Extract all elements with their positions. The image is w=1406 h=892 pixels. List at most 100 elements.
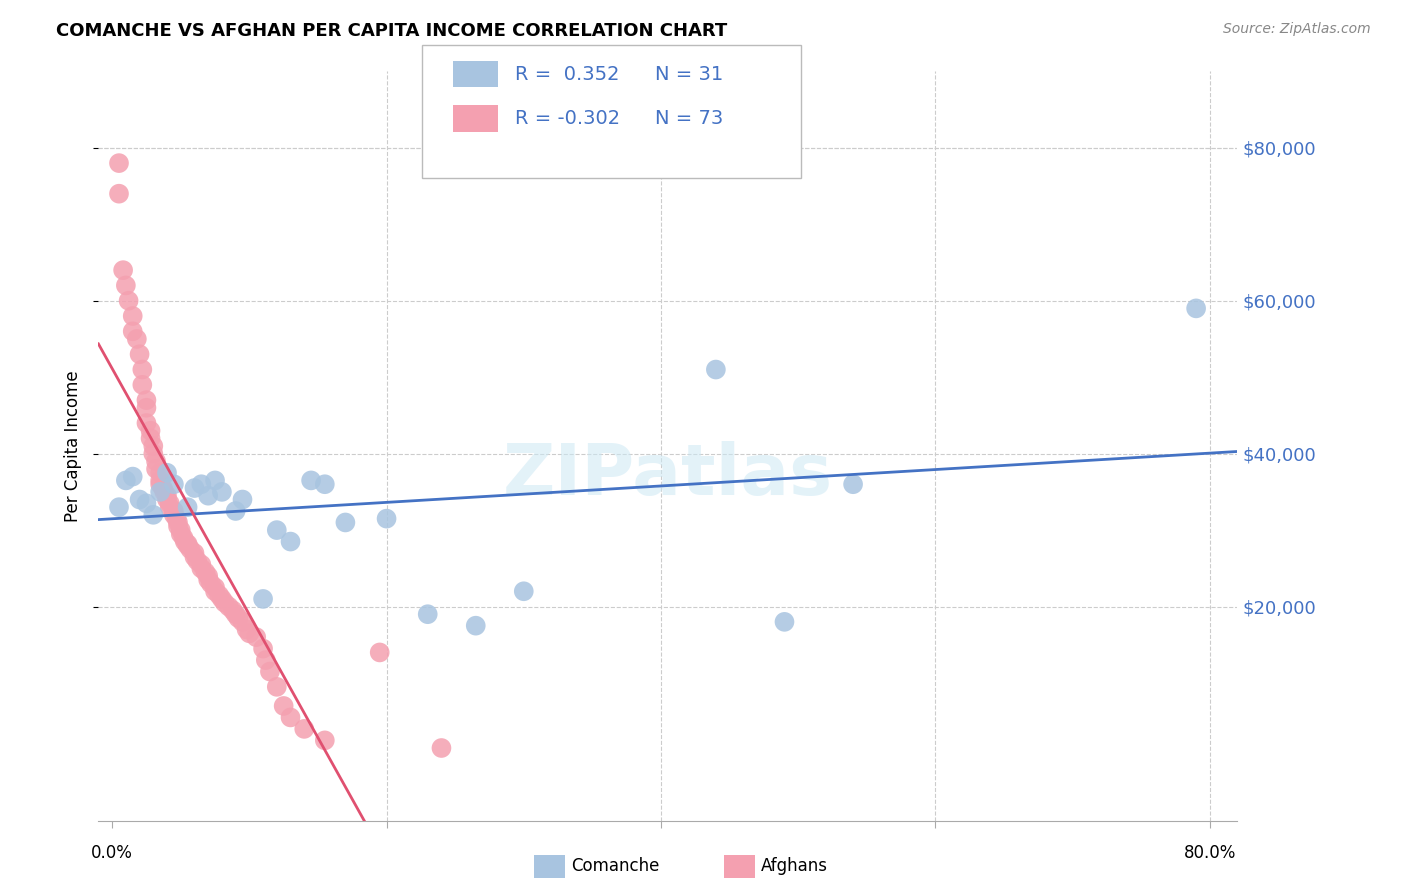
- Text: Source: ZipAtlas.com: Source: ZipAtlas.com: [1223, 22, 1371, 37]
- Point: [228, 611, 250, 625]
- Point: [200, 576, 222, 591]
- Point: [135, 393, 157, 408]
- Point: [430, 741, 453, 756]
- Text: COMANCHE VS AFGHAN PER CAPITA INCOME CORRELATION CHART: COMANCHE VS AFGHAN PER CAPITA INCOME COR…: [56, 22, 727, 40]
- Point: [156, 492, 179, 507]
- Point: [266, 523, 288, 537]
- Point: [259, 665, 281, 679]
- Point: [299, 474, 322, 488]
- Point: [176, 538, 198, 552]
- Point: [211, 591, 233, 606]
- Point: [142, 439, 165, 453]
- Point: [464, 618, 486, 632]
- Point: [176, 500, 198, 515]
- Point: [156, 489, 179, 503]
- Point: [115, 474, 138, 488]
- Point: [108, 156, 131, 170]
- Point: [170, 527, 193, 541]
- Point: [156, 466, 179, 480]
- Text: 0.0%: 0.0%: [91, 844, 134, 862]
- Point: [231, 615, 253, 629]
- Point: [197, 573, 219, 587]
- Point: [153, 484, 176, 499]
- Point: [149, 466, 172, 480]
- Point: [167, 519, 190, 533]
- Point: [513, 584, 536, 599]
- Text: Afghans: Afghans: [761, 857, 828, 875]
- Point: [149, 484, 172, 499]
- Point: [139, 424, 162, 438]
- Point: [190, 561, 212, 575]
- Point: [204, 474, 226, 488]
- Point: [117, 293, 139, 308]
- Point: [170, 523, 193, 537]
- Point: [176, 537, 198, 551]
- Point: [142, 447, 165, 461]
- Point: [252, 591, 274, 606]
- Point: [121, 324, 143, 338]
- Text: N = 73: N = 73: [655, 109, 724, 128]
- Point: [128, 347, 150, 361]
- Point: [1185, 301, 1208, 316]
- Point: [163, 477, 186, 491]
- Point: [211, 484, 233, 499]
- Point: [128, 492, 150, 507]
- Point: [179, 542, 201, 557]
- Point: [142, 508, 165, 522]
- Point: [225, 607, 247, 622]
- Point: [254, 653, 277, 667]
- Point: [186, 554, 208, 568]
- Point: [183, 549, 205, 564]
- Point: [225, 504, 247, 518]
- Point: [131, 362, 153, 376]
- Point: [183, 481, 205, 495]
- Point: [135, 416, 157, 430]
- Point: [204, 584, 226, 599]
- Point: [773, 615, 796, 629]
- Point: [163, 508, 186, 522]
- Point: [108, 500, 131, 515]
- Point: [208, 588, 231, 602]
- Point: [416, 607, 439, 622]
- Text: R = -0.302: R = -0.302: [515, 109, 620, 128]
- Point: [108, 186, 131, 201]
- Point: [280, 710, 302, 724]
- Point: [135, 496, 157, 510]
- Point: [135, 401, 157, 415]
- Point: [115, 278, 138, 293]
- Point: [252, 641, 274, 656]
- Point: [152, 481, 174, 495]
- Point: [214, 596, 236, 610]
- Point: [235, 623, 257, 637]
- Point: [197, 569, 219, 583]
- Point: [149, 474, 172, 488]
- Point: [173, 534, 195, 549]
- Point: [222, 603, 245, 617]
- Point: [375, 511, 398, 525]
- Point: [314, 733, 336, 747]
- Point: [335, 516, 357, 530]
- Point: [145, 462, 167, 476]
- Point: [231, 492, 253, 507]
- Point: [121, 309, 143, 323]
- Point: [368, 645, 391, 659]
- Point: [167, 516, 190, 530]
- Point: [139, 431, 162, 445]
- Point: [163, 504, 186, 518]
- Point: [280, 534, 302, 549]
- Text: Comanche: Comanche: [571, 857, 659, 875]
- Point: [704, 362, 727, 376]
- Point: [273, 698, 295, 713]
- Text: 80.0%: 80.0%: [1184, 844, 1236, 862]
- Point: [238, 626, 260, 640]
- Point: [204, 581, 226, 595]
- Point: [197, 489, 219, 503]
- Point: [149, 477, 172, 491]
- Point: [245, 630, 267, 644]
- Point: [190, 558, 212, 572]
- Point: [159, 496, 181, 510]
- Y-axis label: Per Capita Income: Per Capita Income: [65, 370, 83, 522]
- Point: [125, 332, 148, 346]
- Point: [173, 531, 195, 545]
- Point: [121, 469, 143, 483]
